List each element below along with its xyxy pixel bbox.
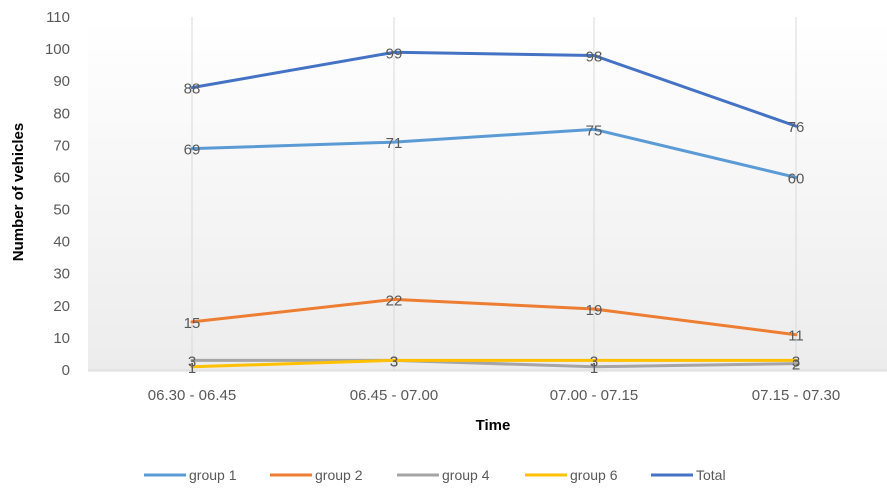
data-label-group-4-4: 2 (792, 357, 800, 374)
data-label-total-3: 98 (586, 49, 603, 66)
data-label-group-2-3: 19 (586, 302, 603, 319)
series-line-group-6 (190, 358, 798, 369)
series-line-group-2 (190, 297, 798, 337)
x-tick-label-1: 06.30 - 06.45 (148, 387, 236, 404)
data-label-group-1-3: 75 (586, 122, 603, 139)
y-tick-label-80: 80 (53, 105, 70, 122)
x-tick-label-4: 07.15 - 07.30 (752, 387, 840, 404)
data-label-group-6-1: 1 (188, 360, 196, 377)
y-tick-label-70: 70 (53, 137, 70, 154)
y-tick-label-40: 40 (53, 234, 70, 251)
x-tick-label-3: 07.00 - 07.15 (550, 387, 638, 404)
legend-label-total: Total (696, 467, 726, 483)
data-label-total-4: 76 (788, 119, 805, 136)
legend-label-group-4: group 4 (442, 467, 490, 483)
legend-label-group-2: group 2 (315, 467, 363, 483)
data-label-group-1-1: 69 (184, 142, 201, 159)
plot-background (88, 20, 887, 372)
legend-label-group-6: group 6 (570, 467, 618, 483)
y-axis-title: Number of vehicles (10, 123, 27, 261)
y-tick-label-10: 10 (53, 330, 70, 347)
x-axis-title: Time (476, 417, 511, 434)
series-line-total (190, 50, 798, 128)
y-tick-label-90: 90 (53, 73, 70, 90)
data-label-group-6-4: 3 (792, 353, 800, 370)
data-label-group-6-3: 3 (590, 353, 598, 370)
y-tick-label-30: 30 (53, 266, 70, 283)
data-label-group-4-1: 3 (188, 353, 196, 370)
series-line-group-1 (190, 127, 798, 179)
data-label-group-6-2: 3 (390, 353, 398, 370)
data-label-group-2-4: 11 (788, 328, 804, 345)
data-label-group-1-2: 71 (386, 135, 403, 152)
series-lines (190, 50, 798, 369)
data-label-group-4-3: 1 (590, 360, 598, 377)
legend: group 1 group 2 group 4 group 6 Total (144, 467, 726, 483)
legend-label-group-1: group 1 (189, 467, 237, 483)
y-tick-label-20: 20 (53, 298, 70, 315)
data-label-group-4-2: 3 (390, 353, 398, 370)
data-label-group-1-4: 60 (788, 170, 805, 187)
y-tick-label-60: 60 (53, 169, 70, 186)
data-label-group-2-1: 15 (184, 315, 201, 332)
data-label-total-2: 99 (386, 45, 403, 62)
y-tick-label-50: 50 (53, 202, 70, 219)
gridlines (88, 17, 887, 371)
x-axis-ticks: 06.30 - 06.45 06.45 - 07.00 07.00 - 07.15 0… (148, 387, 840, 404)
data-label-group-2-2: 22 (386, 292, 403, 309)
y-tick-label-110: 110 (46, 9, 70, 26)
y-axis-ticks: 0 10 20 30 40 50 60 70 80 90 100 110 (45, 9, 70, 379)
y-tick-label-100: 100 (45, 41, 70, 58)
x-tick-label-2: 06.45 - 07.00 (350, 387, 438, 404)
y-tick-label-0: 0 (62, 362, 70, 379)
data-label-total-1: 88 (184, 81, 201, 98)
series-line-group-4 (190, 358, 798, 369)
